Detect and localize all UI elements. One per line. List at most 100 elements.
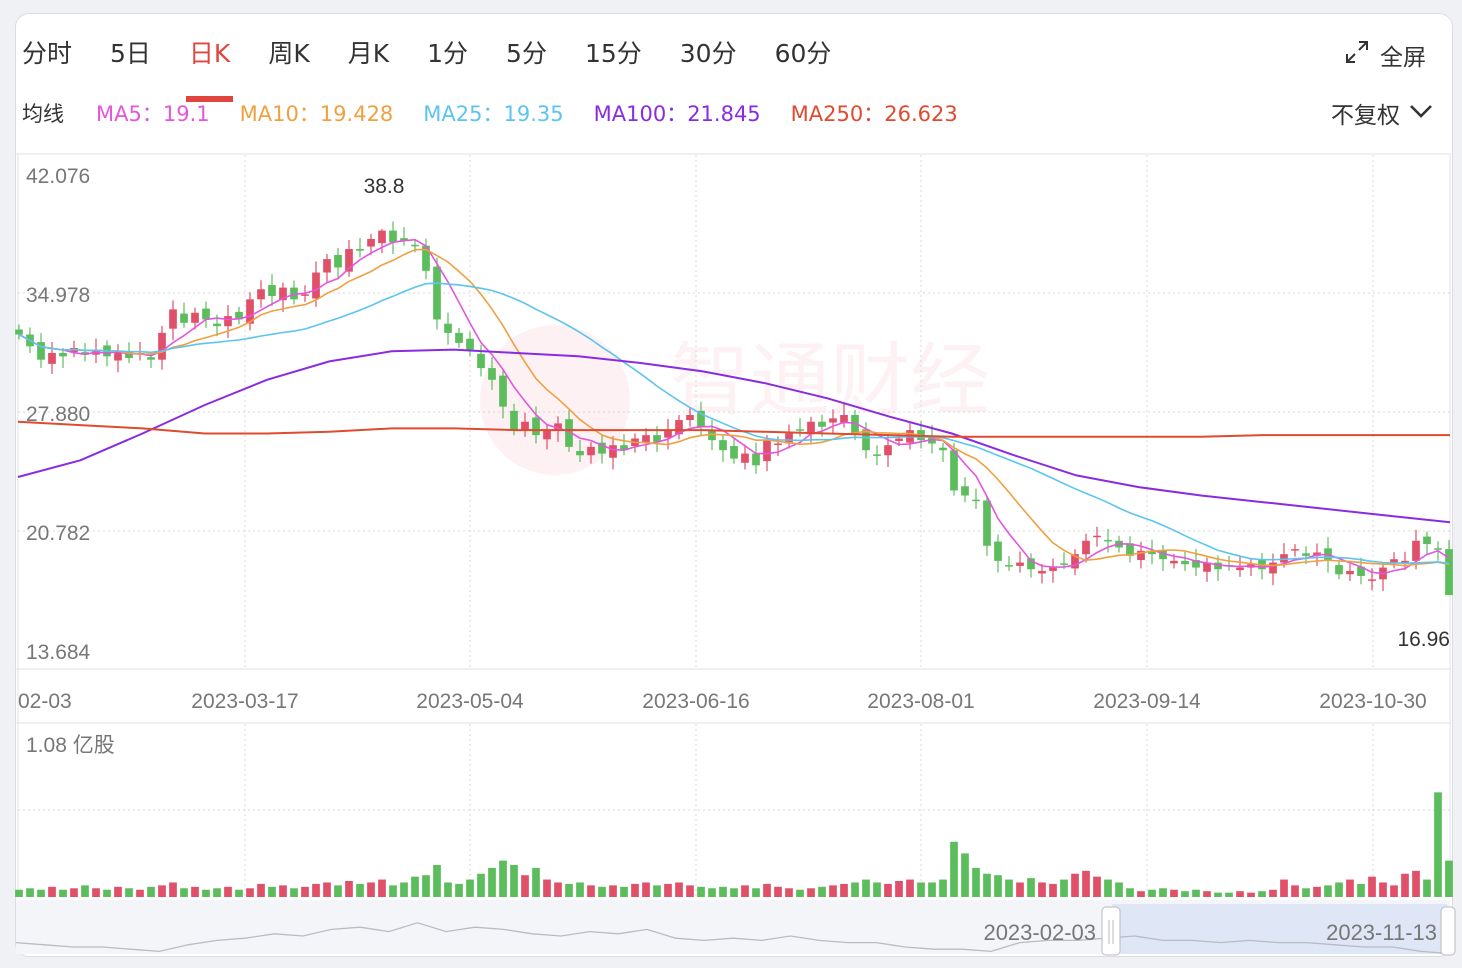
candle-body: [796, 429, 804, 431]
candle-body: [1434, 548, 1442, 550]
candle-body: [1335, 565, 1343, 575]
volume-bar: [620, 886, 628, 897]
candle-body: [598, 442, 606, 454]
candle: [1379, 562, 1387, 592]
candle: [587, 441, 595, 464]
volume-bar: [455, 883, 463, 897]
candle-body: [488, 368, 496, 380]
chevron-down-icon: [1408, 100, 1434, 126]
candle-body: [37, 342, 45, 360]
volume-bar: [972, 867, 980, 897]
x-tick-label: 2023-03-17: [191, 690, 298, 713]
candle-body: [257, 289, 265, 300]
candle-body: [1203, 562, 1211, 572]
candle-body: [400, 238, 408, 241]
tab-1[interactable]: 5日: [110, 39, 151, 68]
candle: [224, 305, 232, 338]
tab-6[interactable]: 5分: [506, 39, 547, 68]
candle: [1181, 551, 1189, 571]
candle: [686, 407, 694, 427]
volume-bar: [103, 889, 111, 897]
volume-bar: [796, 889, 804, 897]
max-price-label: 38.8: [364, 175, 405, 198]
adjust-dropdown[interactable]: 不复权: [1331, 96, 1434, 130]
volume-bar: [741, 885, 749, 897]
candle: [1423, 531, 1431, 555]
volume-bar: [1269, 889, 1277, 897]
candle: [15, 324, 23, 340]
candle-body: [1148, 550, 1156, 555]
tab-3[interactable]: 周K: [268, 39, 310, 68]
volume-bar: [235, 889, 243, 897]
candle: [532, 406, 540, 444]
candle-body: [1192, 560, 1200, 568]
tab-0[interactable]: 分时: [22, 39, 73, 68]
min-price-label: 16.96: [1397, 628, 1450, 651]
tab-4[interactable]: 月K: [347, 39, 390, 68]
candle-body: [202, 308, 210, 320]
navigator-right-handle[interactable]: [1440, 906, 1456, 956]
volume-bar: [224, 886, 232, 897]
candle: [1082, 533, 1090, 563]
volume-bar: [1214, 892, 1222, 897]
candle: [202, 301, 210, 328]
candle-body: [884, 445, 892, 456]
tab-8[interactable]: 30分: [679, 39, 737, 68]
volume-bar: [158, 885, 166, 897]
volume-bar: [917, 882, 925, 897]
volume-bar: [1192, 889, 1200, 897]
watermark-text: 智通财经: [670, 334, 990, 427]
volume-bar: [510, 865, 518, 897]
volume-bar: [1291, 885, 1299, 897]
ma250-line: [17, 420, 1450, 438]
volume-bar: [147, 886, 155, 897]
volume-bar: [532, 867, 540, 897]
volume-bar: [411, 876, 419, 897]
tab-5[interactable]: 1分: [427, 39, 469, 68]
candle: [1159, 544, 1167, 571]
candle: [741, 444, 749, 470]
volume-bar: [928, 882, 936, 897]
candle-body: [972, 499, 980, 502]
candle-body: [1082, 540, 1090, 555]
tab-2[interactable]: 日K: [185, 34, 234, 102]
candle: [37, 333, 45, 369]
candle: [466, 331, 474, 357]
candle-body: [356, 249, 364, 251]
ma25-line: [18, 282, 1450, 565]
tab-7[interactable]: 15分: [584, 39, 642, 68]
candle-body: [1071, 554, 1079, 569]
volume-bar: [994, 875, 1002, 897]
volume-bar: [1126, 888, 1134, 897]
candle-body: [961, 486, 969, 496]
navigator-left-handle[interactable]: [1101, 906, 1121, 956]
volume-bar: [554, 882, 562, 897]
watermark-logo: [480, 325, 630, 475]
candle-body: [730, 446, 738, 459]
candle-body: [1236, 567, 1244, 571]
candle-body: [587, 446, 595, 456]
candle: [972, 488, 980, 509]
y-tick-label: 34.978: [26, 284, 90, 307]
candle: [235, 306, 243, 325]
candle-body: [532, 417, 540, 436]
candle: [1401, 551, 1409, 571]
y-tick-label: 27.880: [26, 403, 90, 426]
candle: [1049, 558, 1057, 583]
volume-bar: [587, 885, 595, 897]
volume-bar: [1049, 883, 1057, 897]
candle: [114, 344, 122, 373]
candle: [1005, 556, 1013, 571]
candle-body: [708, 430, 716, 441]
candle-body: [741, 453, 749, 463]
volume-bar: [279, 885, 287, 897]
volume-bar: [961, 853, 969, 897]
candle-body: [180, 313, 188, 323]
fullscreen-button[interactable]: 全屏: [1344, 38, 1426, 72]
volume-bar: [521, 875, 529, 897]
candle-body: [367, 238, 375, 247]
tab-9[interactable]: 60分: [774, 39, 832, 68]
candle-body: [653, 435, 661, 442]
candle-body: [1357, 566, 1365, 576]
